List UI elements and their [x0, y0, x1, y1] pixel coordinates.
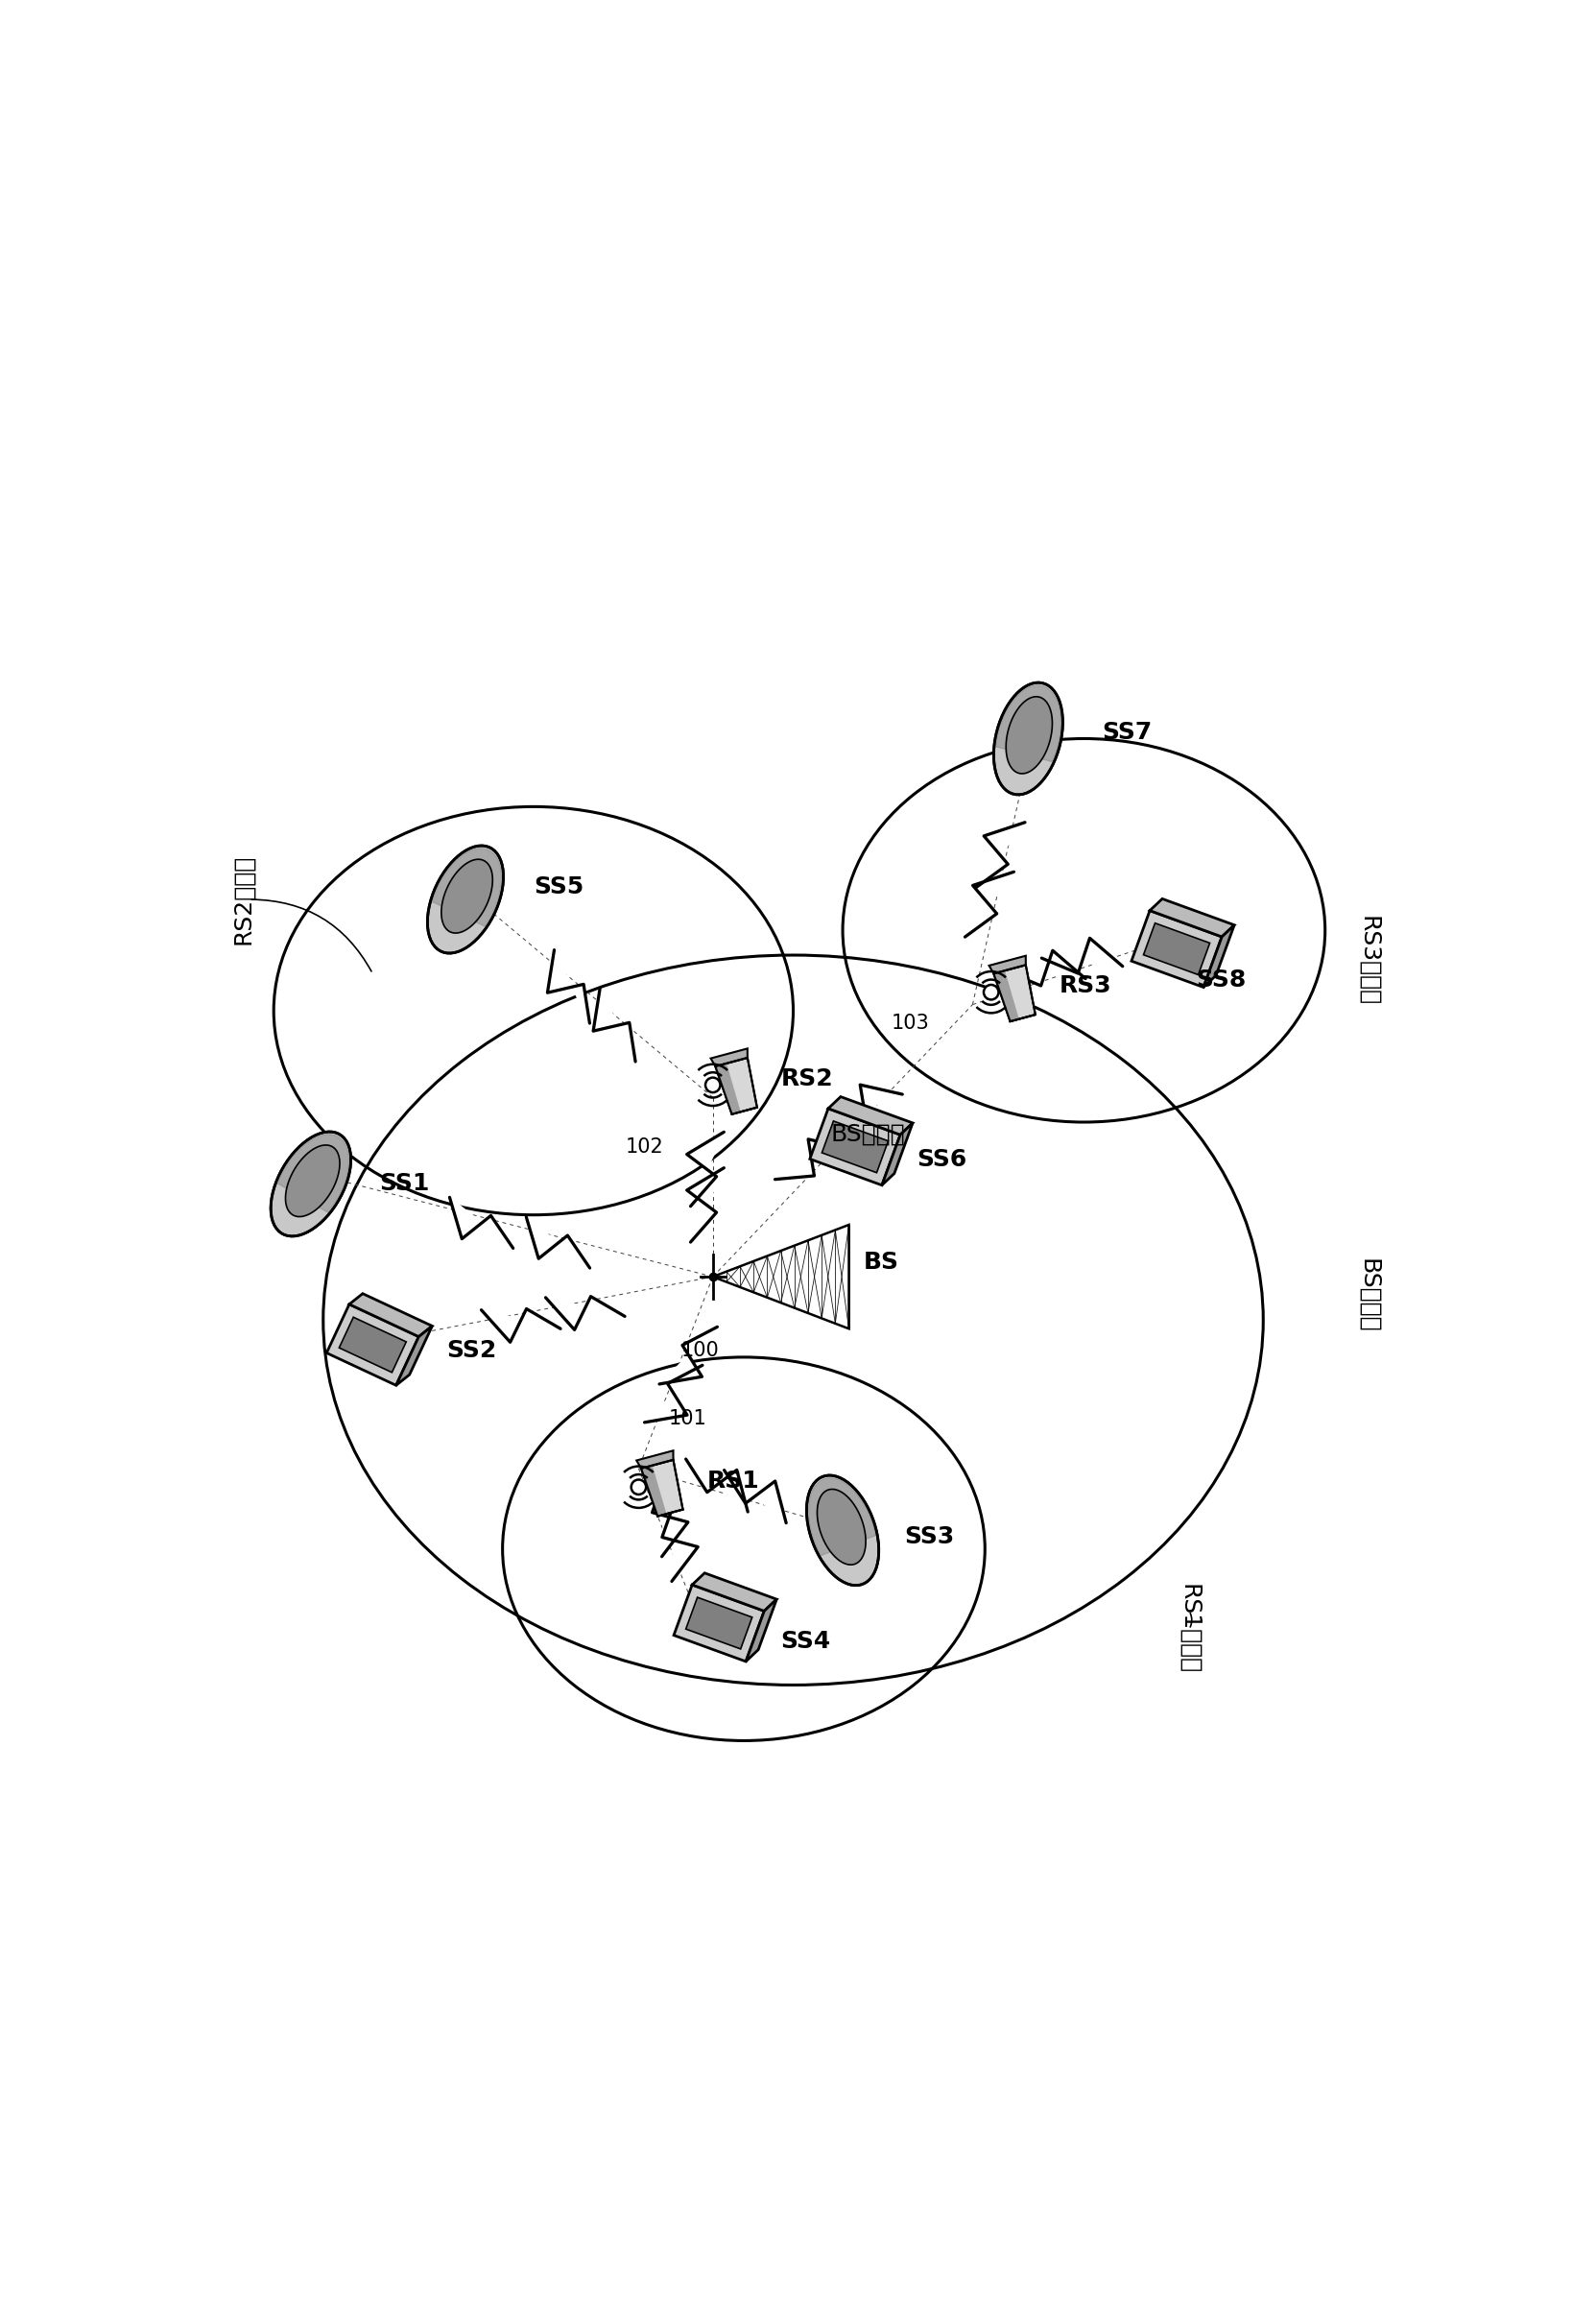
Polygon shape	[710, 1049, 747, 1067]
Polygon shape	[653, 1476, 688, 1557]
Polygon shape	[428, 847, 503, 954]
Polygon shape	[809, 1109, 900, 1186]
Polygon shape	[327, 1304, 418, 1385]
Polygon shape	[547, 949, 589, 1023]
Polygon shape	[594, 988, 635, 1063]
Polygon shape	[994, 965, 1036, 1021]
Polygon shape	[977, 821, 1025, 889]
Text: RS3的小区: RS3的小区	[1357, 916, 1381, 1007]
Polygon shape	[883, 1123, 913, 1186]
Polygon shape	[645, 1364, 702, 1422]
Polygon shape	[433, 849, 501, 926]
Text: SS3: SS3	[905, 1524, 954, 1547]
Polygon shape	[278, 1134, 350, 1213]
Polygon shape	[990, 956, 1026, 974]
Polygon shape	[1132, 909, 1223, 988]
Polygon shape	[546, 1297, 624, 1329]
Text: RS1: RS1	[707, 1469, 760, 1492]
Text: 101: 101	[669, 1411, 707, 1429]
Polygon shape	[715, 1063, 741, 1114]
Circle shape	[705, 1076, 720, 1093]
Polygon shape	[776, 1139, 851, 1179]
Polygon shape	[286, 1146, 340, 1216]
Text: SS7: SS7	[1103, 722, 1152, 745]
Circle shape	[983, 984, 999, 1000]
Text: BS的小区: BS的小区	[830, 1123, 905, 1146]
Polygon shape	[674, 1585, 764, 1661]
Text: SS2: SS2	[447, 1339, 496, 1362]
Polygon shape	[642, 1466, 667, 1517]
Polygon shape	[828, 1097, 913, 1134]
Polygon shape	[715, 1058, 757, 1114]
Text: 103: 103	[892, 1014, 930, 1032]
Text: 100: 100	[681, 1341, 720, 1360]
Polygon shape	[686, 1132, 725, 1206]
Text: BS: BS	[863, 1250, 899, 1274]
Polygon shape	[440, 858, 493, 933]
Polygon shape	[1203, 926, 1234, 988]
Text: RS1的小区: RS1的小区	[1178, 1585, 1200, 1675]
Text: RS2的小区: RS2的小区	[231, 854, 254, 944]
Polygon shape	[527, 1218, 591, 1269]
Text: SS4: SS4	[780, 1631, 832, 1654]
Polygon shape	[1042, 937, 1122, 974]
Polygon shape	[822, 1121, 889, 1172]
Polygon shape	[994, 970, 1018, 1021]
Polygon shape	[686, 1596, 752, 1650]
Polygon shape	[1005, 696, 1052, 773]
Text: SS1: SS1	[378, 1172, 429, 1195]
Polygon shape	[808, 1478, 876, 1554]
Circle shape	[630, 1480, 646, 1494]
Polygon shape	[642, 1459, 683, 1517]
Polygon shape	[827, 1086, 902, 1125]
Polygon shape	[1149, 898, 1234, 937]
Polygon shape	[637, 1450, 674, 1469]
Text: SS5: SS5	[533, 875, 584, 898]
Polygon shape	[482, 1308, 560, 1343]
Polygon shape	[450, 1197, 514, 1248]
Polygon shape	[713, 1225, 849, 1329]
Polygon shape	[806, 1476, 879, 1585]
Text: SS8: SS8	[1197, 967, 1246, 991]
Polygon shape	[817, 1489, 865, 1564]
Polygon shape	[725, 1471, 787, 1522]
Polygon shape	[338, 1318, 407, 1373]
Text: SS6: SS6	[916, 1148, 967, 1172]
Polygon shape	[686, 1459, 749, 1513]
Polygon shape	[396, 1327, 433, 1385]
Polygon shape	[271, 1132, 351, 1237]
Polygon shape	[996, 684, 1061, 761]
Text: BS的小区: BS的小区	[1357, 1257, 1381, 1332]
Text: RS2: RS2	[780, 1067, 833, 1090]
Text: RS3: RS3	[1060, 974, 1111, 998]
Polygon shape	[659, 1327, 717, 1385]
Polygon shape	[1143, 923, 1210, 974]
Polygon shape	[693, 1573, 777, 1610]
Text: 102: 102	[626, 1137, 664, 1155]
Polygon shape	[1004, 951, 1085, 986]
Polygon shape	[350, 1295, 433, 1336]
Polygon shape	[745, 1598, 777, 1661]
Polygon shape	[686, 1167, 725, 1241]
Polygon shape	[994, 682, 1063, 796]
Polygon shape	[966, 872, 1013, 937]
Polygon shape	[662, 1501, 697, 1582]
